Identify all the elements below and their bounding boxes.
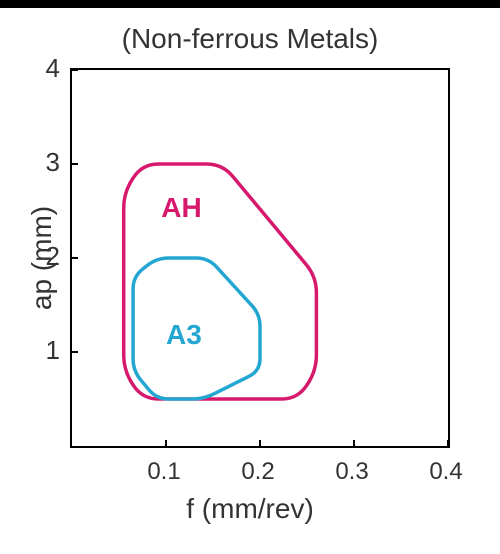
regions	[72, 70, 448, 446]
xtick-label: 0.2	[233, 458, 283, 486]
xtick-label: 0.1	[139, 458, 189, 486]
ytick-label: 3	[30, 147, 60, 178]
ytick-label: 1	[30, 335, 60, 366]
ytick-label: 4	[30, 53, 60, 84]
region-label-ah: AH	[161, 192, 201, 224]
xtick-label: 0.4	[421, 458, 471, 486]
y-axis-label: ap (mm)	[26, 206, 58, 310]
xtick-label: 0.3	[327, 458, 377, 486]
plot-area: AH A3	[70, 68, 450, 448]
region-label-a3: A3	[166, 319, 202, 351]
x-axis-label: f (mm/rev)	[0, 493, 500, 525]
chart-title: (Non-ferrous Metals)	[0, 23, 500, 55]
